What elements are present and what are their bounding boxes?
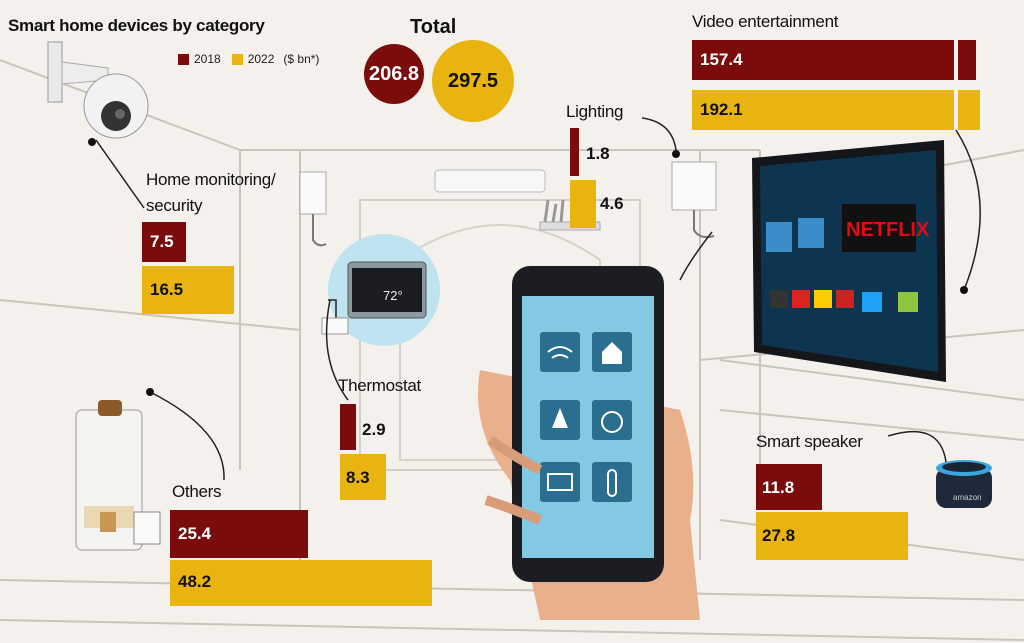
chart-title: Smart home devices by category bbox=[8, 16, 265, 35]
value-video-2018: 157.4 bbox=[700, 50, 743, 69]
category-label-home: Home monitoring/ bbox=[146, 170, 276, 189]
legend-swatch-2018 bbox=[178, 53, 189, 65]
bar-others-2022 bbox=[170, 560, 432, 606]
total-2018-circle: 206.8 bbox=[364, 44, 424, 104]
bar-others-2018 bbox=[170, 510, 308, 558]
smart-speaker-icon: amazon bbox=[887, 430, 992, 508]
total-2018-value: 206.8 bbox=[368, 62, 420, 85]
category-label-home-2: security bbox=[146, 196, 203, 215]
value-lighting-2018: 1.8 bbox=[586, 144, 610, 163]
category-label-speaker: Smart speaker bbox=[756, 432, 863, 451]
thermostat-icon: 72° bbox=[321, 234, 440, 401]
bar-lighting-2022 bbox=[570, 180, 596, 228]
legend-label-2018: 2018 bbox=[194, 52, 221, 66]
coffee-machine-icon bbox=[75, 388, 225, 551]
bar-video-2018 bbox=[692, 40, 954, 80]
wall-lamp-icon bbox=[641, 117, 717, 281]
bar-video-2018-tail bbox=[958, 40, 976, 80]
legend-swatch-2022 bbox=[231, 53, 243, 65]
value-others-2018: 25.4 bbox=[178, 524, 212, 543]
bar-thermostat-2022 bbox=[340, 454, 386, 500]
netflix-logo: NETFLIX bbox=[846, 219, 930, 241]
smartphone-icon bbox=[478, 266, 700, 620]
value-thermostat-2022: 8.3 bbox=[346, 468, 370, 487]
legend-label-2022: 2022 bbox=[247, 52, 275, 66]
value-speaker-2022: 27.8 bbox=[762, 526, 796, 545]
category-label-thermostat: Thermostat bbox=[338, 376, 421, 395]
security-camera-icon bbox=[47, 41, 149, 209]
total-2022-value: 297.5 bbox=[447, 69, 499, 92]
wall-lamp-icon bbox=[299, 171, 327, 247]
bar-speaker-2022 bbox=[756, 512, 908, 560]
bar-lighting-2018 bbox=[570, 128, 579, 176]
bar-thermostat-2018 bbox=[340, 404, 356, 450]
bar-home-2018 bbox=[142, 222, 186, 262]
category-label-others: Others bbox=[172, 482, 222, 501]
legend-unit: ($ bn*) bbox=[283, 52, 320, 66]
value-others-2022: 48.2 bbox=[178, 572, 212, 591]
bar-speaker-2018 bbox=[756, 464, 822, 510]
legend: 2018 2022 ($ bn*) bbox=[178, 52, 319, 66]
value-lighting-2022: 4.6 bbox=[600, 194, 624, 213]
category-label-video: Video entertainment bbox=[692, 12, 839, 31]
category-label-lighting: Lighting bbox=[566, 102, 624, 121]
svg-text:72°: 72° bbox=[383, 288, 403, 303]
bar-video-2022-tail bbox=[958, 90, 980, 130]
value-speaker-2018: 11.8 bbox=[762, 478, 795, 497]
svg-text:amazon: amazon bbox=[953, 493, 981, 502]
bar-home-2022 bbox=[142, 266, 234, 314]
tv-icon: NETFLIX bbox=[752, 129, 981, 382]
total-label: Total bbox=[410, 16, 457, 38]
value-home-2018: 7.5 bbox=[150, 232, 174, 251]
value-thermostat-2018: 2.9 bbox=[362, 420, 386, 439]
bar-video-2022 bbox=[692, 90, 954, 130]
total-2022-circle: 297.5 bbox=[432, 40, 514, 122]
value-video-2022: 192.1 bbox=[700, 100, 743, 119]
value-home-2022: 16.5 bbox=[150, 280, 184, 299]
